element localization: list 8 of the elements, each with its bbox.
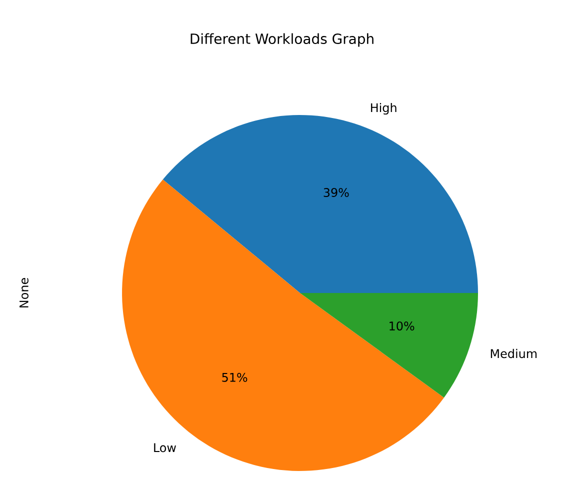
slice-label: Low [154,443,176,452]
data-label: 39% [324,188,349,198]
text: None [20,278,28,308]
slice-label: High [371,102,396,115]
data-label: 51% [222,372,248,382]
chart-title: Different Workloads Graph [190,33,374,47]
slice-label: Medium [490,348,537,358]
data-label: 10% [390,321,414,331]
